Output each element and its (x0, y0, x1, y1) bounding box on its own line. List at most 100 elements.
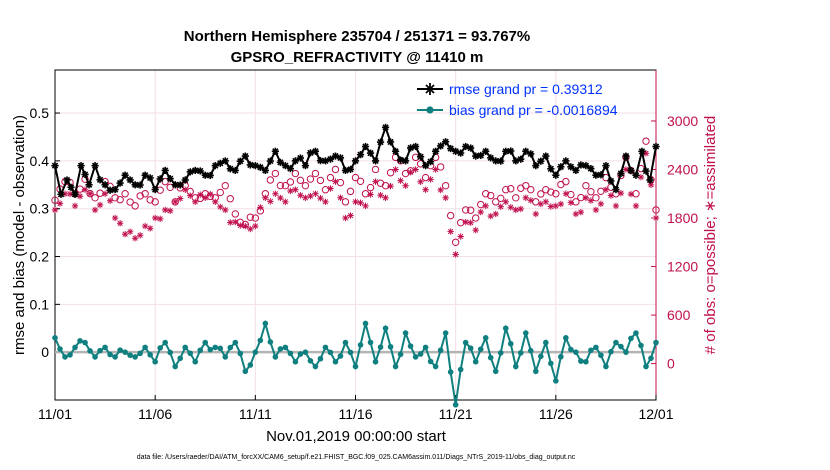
x-tick-label: 11/11 (239, 406, 272, 422)
bias-point (67, 352, 73, 358)
bias-point (583, 358, 589, 365)
y-axis-label: rmse and bias (model - observation) (11, 115, 28, 355)
obs-assimilated-point (111, 214, 119, 222)
obs-assimilated-point (457, 233, 464, 240)
rmse-point (71, 190, 79, 198)
obs-assimilated-point (166, 207, 174, 214)
y2-axis-ticks: 0 600 1200 1800 2400 3000 (651, 113, 698, 372)
legend-rmse-marker (424, 83, 436, 95)
obs-possible-point (487, 191, 495, 200)
obs-assimilated-point (592, 206, 600, 214)
rmse-point (582, 162, 590, 170)
obs-assimilated-point (172, 198, 179, 206)
bias-point (57, 346, 63, 352)
obs-assimilated-point (387, 182, 394, 190)
bias-point (267, 339, 274, 345)
bias-point (447, 369, 454, 375)
obs-assimilated-point (161, 206, 169, 214)
bias-point (548, 360, 554, 367)
bias-point (382, 325, 389, 332)
bias-point (593, 344, 599, 351)
rmse-point (256, 163, 264, 171)
bias-point (643, 363, 649, 370)
obs-assimilated-point (472, 226, 479, 234)
obs-assimilated-point (292, 186, 299, 193)
bias-point (112, 354, 118, 360)
obs-assimilated-point (617, 189, 625, 197)
bias-point (197, 347, 204, 354)
obs-possible-point (326, 173, 335, 182)
bias-point (618, 343, 624, 350)
rmse-point (497, 157, 505, 165)
bias-point (242, 368, 249, 375)
obs-assimilated-point (156, 215, 164, 223)
obs-assimilated-point (527, 197, 534, 204)
bias-point (352, 363, 359, 370)
obs-possible-point (276, 181, 285, 190)
legend-rmse-label: rmse grand pr = 0.39312 (449, 81, 603, 97)
bias-point (452, 401, 459, 408)
x-tick-label: 11/26 (539, 406, 573, 422)
obs-assimilated-point (131, 235, 139, 242)
bias-point (608, 348, 614, 355)
bias-point (287, 350, 294, 357)
bias-point (357, 342, 364, 348)
obs-possible-point (281, 181, 290, 190)
bias-point (157, 345, 163, 351)
rmse-point (196, 167, 204, 175)
rmse-point (617, 169, 625, 178)
bias-point (522, 330, 529, 336)
obs-possible-point (472, 214, 480, 222)
obs-possible-point (286, 178, 295, 186)
rmse-point (437, 142, 445, 150)
obs-possible-point (351, 173, 360, 182)
bias-point (387, 343, 394, 350)
rmse-point (291, 157, 299, 165)
rmse-point (141, 171, 149, 179)
obs-possible-point (346, 187, 355, 196)
obs-possible-point (231, 210, 240, 218)
bias-point (212, 344, 219, 351)
bias-point (342, 339, 349, 346)
obs-possible-point (366, 183, 375, 192)
y-tick-label: 0 (41, 344, 49, 360)
rmse-point (366, 149, 375, 157)
obs-assimilated-point (462, 218, 469, 226)
rmse-point (391, 147, 400, 155)
rmse-point (507, 147, 515, 155)
x-tick-label: 11/01 (38, 406, 72, 422)
bias-point (362, 320, 369, 327)
rmse-point (81, 170, 89, 179)
rmse-point (401, 157, 410, 165)
bias-point (92, 354, 98, 360)
obs-possible-point (497, 194, 505, 203)
obs-assimilated-point (237, 222, 244, 229)
rmse-point (57, 190, 65, 198)
obs-assimilated-point (487, 212, 494, 220)
bias-point (543, 339, 549, 346)
grid-layer (54, 70, 657, 400)
obs-assimilated-point (232, 218, 239, 226)
obs-assimilated-point (602, 186, 610, 193)
rmse-point (221, 157, 229, 165)
rmse-point (376, 138, 385, 146)
rmse-point (296, 154, 305, 162)
obs-assimilated-point (632, 202, 640, 210)
obs-assimilated-point (492, 210, 499, 218)
bias-point (372, 358, 379, 365)
obs-possible-point (592, 194, 600, 202)
obs-assimilated-point (192, 198, 199, 206)
obs-possible-point (482, 190, 490, 198)
obs-assimilated-point (542, 198, 550, 206)
bias-point (72, 344, 78, 351)
rmse-point (396, 156, 405, 164)
obs-assimilated-point (547, 203, 555, 210)
obs-assimilated-point (177, 195, 184, 202)
rmse-point (85, 181, 93, 189)
bias-point (422, 344, 429, 351)
bias-point (127, 352, 133, 359)
bias-point (82, 339, 88, 346)
obs-assimilated-point (652, 214, 660, 222)
obs-possible-point (587, 188, 595, 196)
